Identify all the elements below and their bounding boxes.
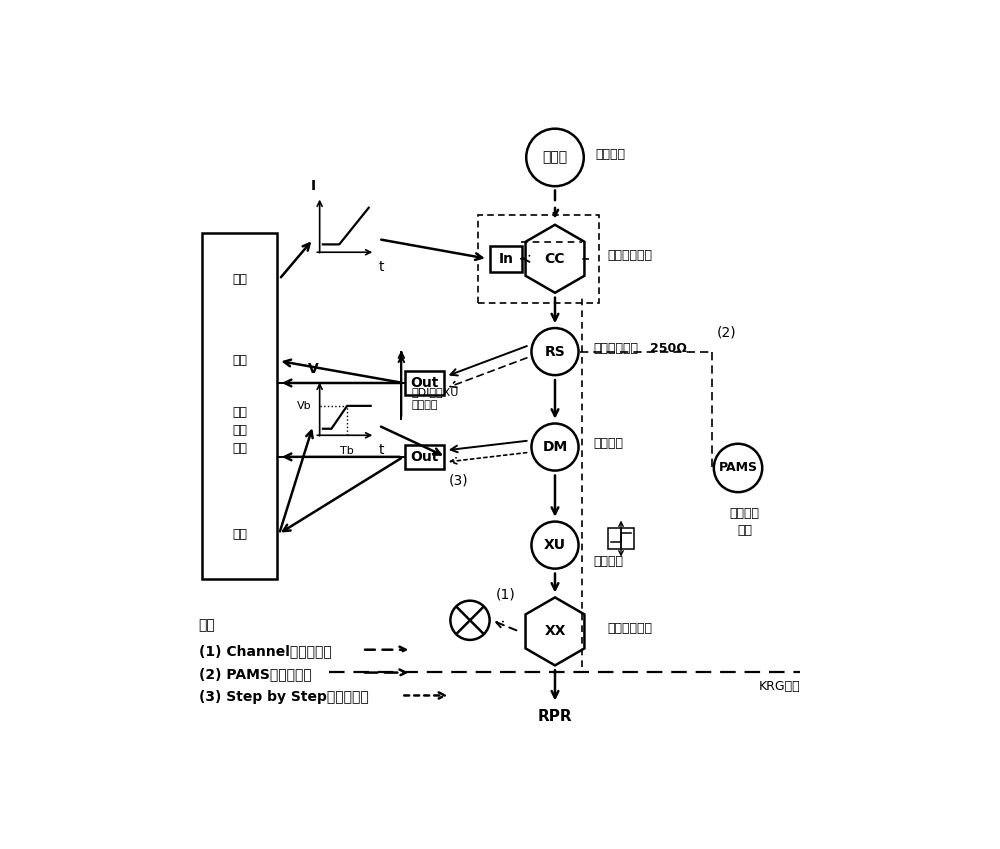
Text: 电流转电压：: 电流转电压： xyxy=(593,342,638,355)
Text: (2) PAMS试验路径：: (2) PAMS试验路径： xyxy=(199,667,311,682)
Circle shape xyxy=(526,129,584,186)
Text: 注入: 注入 xyxy=(232,273,247,286)
Bar xyxy=(202,233,277,579)
Text: 注：: 注： xyxy=(199,618,215,633)
Bar xyxy=(608,528,634,549)
Bar xyxy=(490,245,522,272)
Text: 回读: 回读 xyxy=(232,354,247,368)
Text: 采集: 采集 xyxy=(232,527,247,541)
Text: Out: Out xyxy=(410,376,438,390)
Text: 动态模块: 动态模块 xyxy=(593,437,623,450)
Text: RPR: RPR xyxy=(538,709,572,724)
Circle shape xyxy=(531,521,579,569)
Text: (2): (2) xyxy=(717,326,737,340)
Text: DM: DM xyxy=(542,440,568,454)
Text: 传感器: 传感器 xyxy=(542,150,568,165)
Text: 试验模式切换: 试验模式切换 xyxy=(607,621,652,635)
Text: t: t xyxy=(379,443,385,457)
Bar xyxy=(405,371,444,395)
Circle shape xyxy=(450,601,490,640)
Text: V: V xyxy=(308,363,318,376)
Text: 试验模式切换: 试验模式切换 xyxy=(607,249,652,262)
Text: (3) Step by Step试验路径：: (3) Step by Step试验路径： xyxy=(199,690,368,704)
Bar xyxy=(405,445,444,469)
Polygon shape xyxy=(526,598,584,666)
Text: KRG系统: KRG系统 xyxy=(759,680,800,693)
Text: XX: XX xyxy=(544,624,566,638)
Text: XU: XU xyxy=(544,538,566,552)
Text: RS: RS xyxy=(545,345,565,358)
Text: Vb: Vb xyxy=(297,401,312,411)
Text: I: I xyxy=(311,179,316,194)
Text: In: In xyxy=(498,252,513,266)
Text: CC: CC xyxy=(545,252,565,266)
Text: (1): (1) xyxy=(496,588,516,602)
Text: 阈值模块: 阈值模块 xyxy=(593,555,623,568)
Text: Tb: Tb xyxy=(340,446,354,456)
Text: (1) Channel试验路径：: (1) Channel试验路径： xyxy=(199,644,331,659)
Text: PAMS: PAMS xyxy=(719,462,758,475)
Text: 定期
试验
装置: 定期 试验 装置 xyxy=(232,406,247,454)
Circle shape xyxy=(531,328,579,375)
Text: 由DI采集XU
动作信号: 由DI采集XU 动作信号 xyxy=(411,387,459,410)
Polygon shape xyxy=(526,225,584,293)
Text: Out: Out xyxy=(410,450,438,464)
Circle shape xyxy=(531,424,579,470)
Text: 主控显示
仪表: 主控显示 仪表 xyxy=(730,507,760,537)
Text: 250Ω: 250Ω xyxy=(650,342,687,355)
Text: 保护通道: 保护通道 xyxy=(596,148,626,160)
Text: t: t xyxy=(379,260,385,274)
Circle shape xyxy=(714,444,762,492)
Bar xyxy=(478,215,599,302)
Text: (3): (3) xyxy=(449,473,469,487)
